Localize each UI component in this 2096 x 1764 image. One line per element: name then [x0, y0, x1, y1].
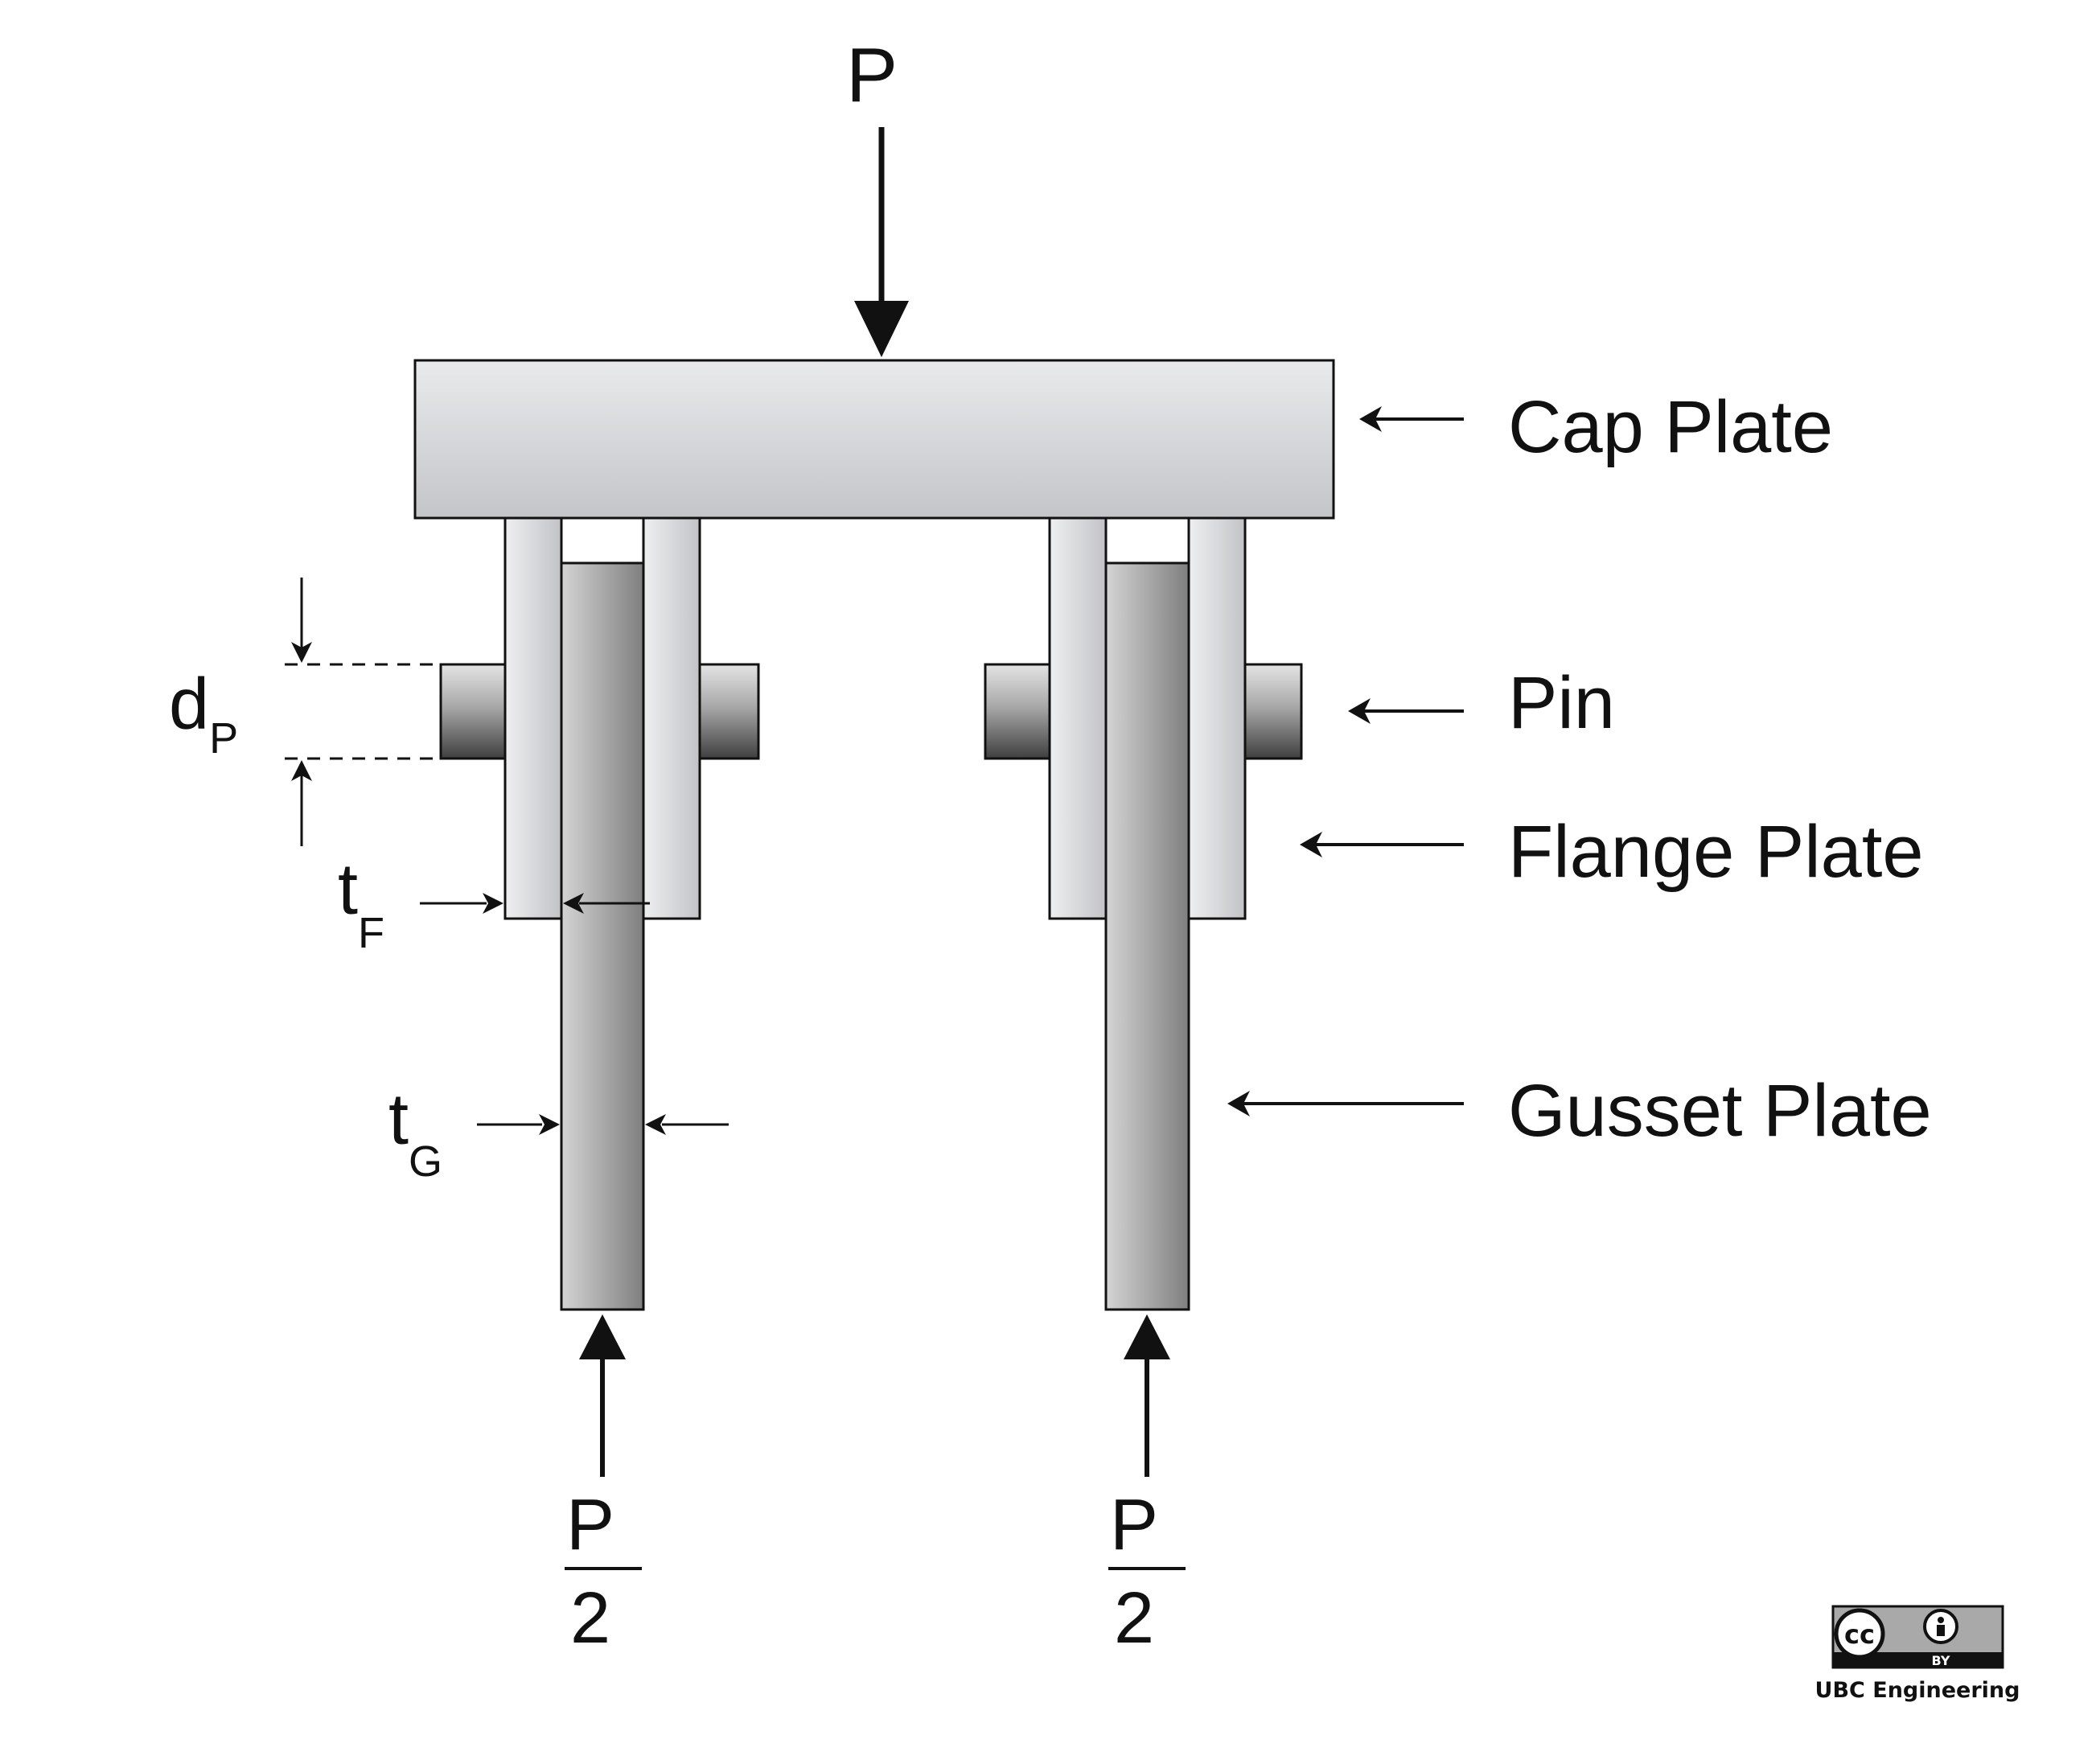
pin-label: Pin [1508, 662, 1615, 744]
applied-load-arrow [854, 127, 909, 357]
gusset-plate-leader [1227, 1091, 1464, 1116]
pin-diameter-symbol: d [169, 664, 209, 745]
flange-thickness-subscript: F [358, 909, 384, 957]
pin-diameter-subscript: P [209, 714, 238, 763]
pin-leader [1348, 698, 1464, 724]
cap-plate [413, 359, 1335, 520]
gusset-thickness-dimension [477, 1114, 729, 1135]
left-gusset-plate [560, 561, 645, 1311]
right-pin-outer-right [1243, 663, 1303, 760]
flange-plate-leader [1300, 832, 1464, 857]
cc-by-license-badge: cc BY [1831, 1605, 2004, 1669]
cap-plate-leader [1359, 406, 1464, 432]
left-connection [439, 516, 760, 1311]
credit-text: UBC Engineering [1815, 1678, 2020, 1703]
pin-diameter-dimension [285, 578, 441, 846]
left-pin-outer-left [439, 663, 507, 760]
right-reaction-label: P 2 [1108, 1485, 1186, 1659]
gusset-thickness-subscript: G [409, 1137, 442, 1186]
gusset-thickness-symbol: t [388, 1079, 409, 1160]
right-reaction-numerator: P [1110, 1485, 1158, 1565]
right-reaction-denominator: 2 [1114, 1578, 1154, 1659]
cc-by-text: BY [1932, 1653, 1950, 1668]
left-reaction-numerator: P [566, 1485, 614, 1565]
left-reaction-label: P 2 [565, 1485, 642, 1659]
cc-logo-icon [1834, 1608, 1885, 1659]
cap-plate-label: Cap Plate [1508, 386, 1833, 468]
left-flange-plate-inner [642, 516, 701, 920]
flange-thickness-symbol: t [338, 849, 358, 930]
right-flange-plate-outer [1048, 516, 1108, 920]
right-reaction-arrow [1124, 1314, 1170, 1477]
right-gusset-plate [1104, 561, 1190, 1311]
flange-thickness-label: tF [338, 849, 384, 957]
right-connection [984, 516, 1303, 1311]
applied-load-label: P [846, 32, 898, 118]
cc-logo-text: cc [1844, 1619, 1875, 1650]
left-reaction-denominator: 2 [570, 1578, 610, 1659]
gusset-plate-label: Gusset Plate [1508, 1070, 1932, 1152]
left-flange-plate-outer [503, 516, 563, 920]
flange-plate-label: Flange Plate [1508, 811, 1924, 893]
gusset-thickness-label: tG [388, 1079, 442, 1186]
right-pin-outer-left [984, 663, 1051, 760]
left-reaction-arrow [579, 1314, 626, 1477]
flange-thickness-dimension [420, 893, 650, 914]
left-pin-outer-right [698, 663, 760, 760]
right-flange-plate-inner [1187, 516, 1247, 920]
pin-diameter-label: dP [169, 664, 238, 763]
